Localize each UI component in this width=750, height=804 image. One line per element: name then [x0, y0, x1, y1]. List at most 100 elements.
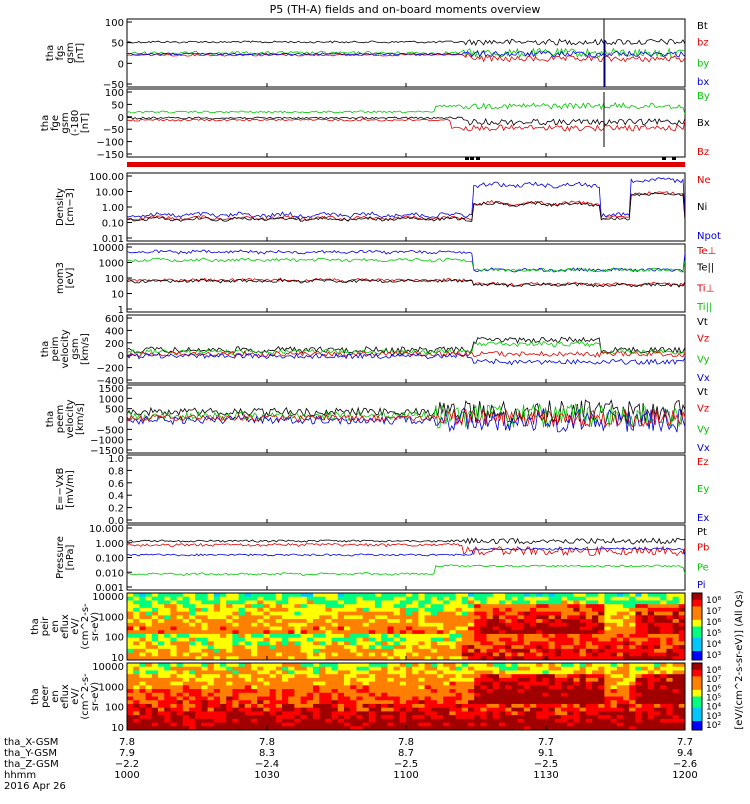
spectrogram-cell: [672, 711, 680, 716]
spectrogram-cell: [201, 596, 209, 601]
spectrogram-cell: [226, 656, 233, 661]
spectrogram-cell: [505, 596, 512, 601]
spectrogram-cell: [542, 641, 550, 646]
spectrogram-cell: [412, 715, 419, 720]
spectrogram-cell: [561, 700, 568, 705]
spectrogram-cell: [629, 696, 636, 701]
spectrogram-cell: [573, 604, 581, 609]
spectrogram-cell: [449, 607, 457, 613]
colorbar-label: [eV/(cm^2-s-sr-eV)] (All Qs): [734, 590, 745, 729]
spectrogram-cell: [238, 630, 246, 635]
spectrogram-cell: [201, 645, 209, 650]
spectrogram-cell: [412, 663, 419, 668]
spectrogram-cell: [244, 630, 252, 635]
spectrogram-cell: [567, 630, 574, 635]
spectrogram-cell: [666, 600, 674, 605]
spectrogram-cell: [201, 648, 209, 654]
spectrogram-cell: [468, 626, 475, 631]
spectrogram-cell: [257, 656, 264, 661]
spectrogram-cell: [660, 696, 667, 701]
spectrogram-cell: [523, 692, 531, 697]
spectrogram-cell: [182, 626, 190, 631]
spectrogram-cell: [430, 715, 438, 720]
spectrogram-cell: [387, 641, 395, 646]
spectrogram-cell: [226, 637, 233, 642]
spectrogram-cell: [313, 611, 320, 616]
spectrogram-cell: [300, 596, 308, 601]
x-tick-label: −2.5: [534, 759, 558, 770]
spectrogram-cell: [393, 711, 401, 716]
spectrogram-cell: [579, 718, 587, 724]
spectrogram-cell: [306, 619, 314, 624]
spectrogram-cell: [226, 633, 233, 639]
spectrogram-cell: [523, 689, 531, 694]
spectrogram-cell: [257, 622, 264, 627]
y-tick-label: 10: [111, 653, 124, 664]
spectrogram-cell: [275, 604, 283, 609]
spectrogram-cell: [548, 652, 556, 657]
spectrogram-cell: [257, 648, 264, 654]
spectrogram-cell: [536, 685, 543, 690]
spectrogram-cell: [213, 637, 221, 642]
spectrogram-cell: [220, 692, 227, 697]
spectrogram-cell: [449, 645, 457, 650]
spectrogram-cell: [244, 611, 252, 616]
spectrogram: [127, 593, 686, 661]
spectrogram-cell: [672, 622, 680, 627]
spectrogram-cell: [592, 626, 599, 631]
spectrogram-cell: [424, 607, 432, 613]
spectrogram-cell: [368, 622, 376, 627]
spectrogram-cell: [418, 715, 426, 720]
spectrogram-cell: [455, 604, 463, 609]
spectrogram-cell: [406, 700, 413, 705]
spectrogram-cell: [641, 711, 649, 716]
spectrogram-cell: [306, 718, 314, 724]
spectrogram-cell: [654, 718, 661, 724]
spectrogram-cell: [592, 711, 599, 716]
y-tick-label: 1: [118, 305, 124, 316]
spectrogram-cell: [393, 615, 401, 620]
spectrogram-cell: [585, 637, 593, 642]
spectrogram-cell: [573, 674, 581, 679]
spectrogram-cell: [424, 615, 432, 620]
series-ti-par: [126, 257, 686, 273]
spectrogram-cell: [189, 689, 196, 694]
spectrogram-cell: [654, 726, 661, 731]
spectrogram-cell: [294, 715, 302, 720]
spectrogram-cell: [666, 711, 674, 716]
colorbar-tick-label: 10²: [706, 721, 721, 731]
spectrogram-cell: [189, 652, 196, 657]
spectrogram-cell: [393, 722, 401, 727]
spectrogram-cell: [585, 711, 593, 716]
spectrogram-cell: [523, 670, 531, 675]
spectrogram-cell: [300, 689, 308, 694]
spectrogram-cell: [505, 722, 512, 727]
spectrogram-cell: [548, 681, 556, 686]
spectrogram-cell: [554, 726, 562, 731]
spectrogram-cell: [337, 666, 345, 671]
spectrogram-cell: [362, 596, 370, 601]
spectrogram-cell: [145, 696, 153, 701]
spectrogram-cell: [362, 689, 370, 694]
spectrogram-cell: [678, 681, 686, 686]
spectrogram-cell: [232, 703, 240, 709]
spectrogram-cell: [623, 648, 630, 654]
spectrogram-cell: [145, 593, 153, 598]
spectrogram-cell: [244, 674, 252, 679]
spectrogram-cell: [387, 622, 395, 627]
spectrogram-cell: [319, 630, 326, 635]
spectrogram-cell: [381, 637, 388, 642]
series-Bx: [126, 116, 686, 126]
spectrogram-cell: [381, 596, 388, 601]
spectrogram-cell: [362, 604, 370, 609]
spectrogram-cell: [641, 641, 649, 646]
spectrogram-cell: [151, 600, 159, 605]
spectrogram-cell: [604, 666, 612, 671]
spectrogram-cell: [313, 619, 320, 624]
spectrogram-cell: [393, 626, 401, 631]
spectrogram-cell: [616, 630, 624, 635]
spectrogram-cell: [399, 633, 407, 639]
spectrogram-cell: [331, 677, 339, 683]
spectrogram-cell: [158, 689, 165, 694]
spectrogram-cell: [461, 656, 469, 661]
